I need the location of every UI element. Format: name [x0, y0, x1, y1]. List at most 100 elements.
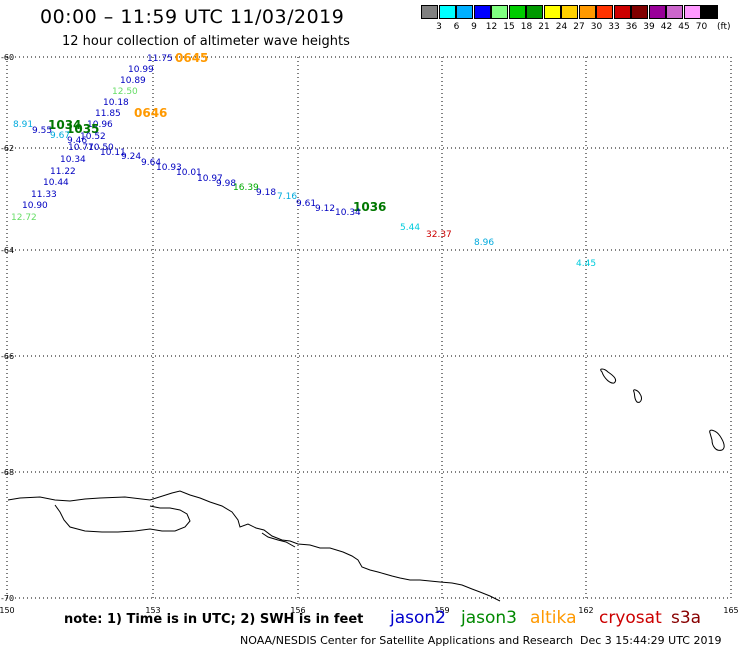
island-1: [600, 368, 617, 384]
legend-s3a: s3a: [671, 608, 702, 628]
wave-height-label: 9.64: [141, 158, 161, 168]
color-swatch: [526, 5, 543, 19]
wave-height-label: 12.50: [112, 87, 138, 97]
wave-height-label: 11.33: [31, 190, 57, 200]
wave-height-label: 16.39: [233, 183, 259, 193]
wave-height-label: 10.77: [68, 143, 94, 153]
color-swatch: [456, 5, 473, 19]
color-scale-label: 21: [538, 22, 550, 32]
longitude-label: 153: [145, 606, 160, 615]
latitude-label: -60: [1, 53, 14, 62]
color-scale-label: 30: [590, 22, 603, 32]
color-swatch: [491, 5, 508, 19]
color-swatch: [578, 5, 596, 19]
color-swatch: [508, 5, 526, 19]
color-scale-label: 45: [678, 22, 690, 32]
pass-time-label: 1036: [353, 200, 386, 214]
axis-labels: -60 -62 -64 -66 -68 -70 150 153 156 159 162 165: [0, 53, 739, 615]
color-swatch: [596, 5, 613, 19]
agency-credit: NOAA/NESDIS Center for Satellite Applica…: [240, 634, 574, 647]
wave-height-label: 9.67: [50, 131, 70, 141]
island-3: [709, 429, 725, 451]
color-swatch: [648, 5, 666, 19]
wave-height-label: 11.22: [50, 167, 76, 177]
wave-height-label: 7.16: [277, 192, 297, 202]
color-swatch: [421, 5, 438, 19]
wave-height-label: 8.96: [474, 238, 494, 248]
latitude-label: -62: [1, 144, 14, 153]
color-swatch: [666, 5, 683, 19]
longitude-label: 150: [0, 606, 15, 615]
color-swatch: [543, 5, 561, 19]
wave-height-label: 10.89: [120, 76, 146, 86]
color-scale-label: 9: [471, 22, 477, 32]
coastline: [7, 368, 725, 602]
wave-height-label: 10.18: [103, 98, 129, 108]
wave-height-label: 9.24: [121, 152, 141, 162]
longitude-label: 162: [578, 606, 593, 615]
antarctic-coastline: [7, 490, 501, 602]
latitude-label: -64: [1, 246, 14, 255]
wave-height-label: 11.75: [147, 54, 173, 64]
color-scale-label: 27: [573, 22, 585, 32]
wave-height-label: 9.55: [32, 126, 52, 136]
wave-height-label: 4.45: [576, 259, 596, 269]
color-swatch: [561, 5, 578, 19]
wave-height-label: 10.96: [87, 120, 113, 130]
color-scale-label: 12: [485, 22, 498, 32]
wave-height-label: 10.93: [156, 163, 182, 173]
wave-height-label: 9.46: [67, 136, 87, 146]
color-swatch: [631, 5, 648, 19]
color-scale-label: 15: [503, 22, 515, 32]
wave-height-label: 9.98: [216, 179, 236, 189]
wave-height-label: 10.11: [100, 148, 126, 158]
wave-height-label: 10.34: [60, 155, 86, 165]
ice-tongue: [54, 504, 191, 533]
latitude-label: -70: [1, 594, 14, 603]
generation-timestamp: Dec 3 15:44:29 UTC 2019: [580, 634, 722, 647]
pass-time-label: 1034: [48, 118, 81, 132]
wave-height-label: 10.50: [88, 143, 114, 153]
longitude-label: 156: [290, 606, 305, 615]
wave-height-label: 10.52: [80, 132, 106, 142]
pass-time-label: 0645: [175, 51, 208, 65]
color-scale-unit: (ft): [717, 22, 731, 32]
color-swatch: [683, 5, 701, 19]
legend-jason3: jason3: [461, 608, 517, 628]
longitude-label: 165: [723, 606, 738, 615]
color-scale-label: 70: [695, 22, 708, 32]
map-title: 00:00 – 11:59 UTC 11/03/2019: [40, 6, 345, 28]
color-scale-label: 39: [643, 22, 655, 32]
ice-inlet: [261, 532, 296, 548]
latitude-label: -66: [1, 352, 14, 361]
color-scale-label: 18: [520, 22, 533, 32]
latitude-label: -68: [1, 468, 14, 477]
pass-time-label: 1035: [66, 122, 99, 136]
legend-cryosat: cryosat: [599, 608, 662, 628]
color-swatch: [701, 5, 718, 19]
color-swatch: [438, 5, 456, 19]
wave-height-label: 10.34: [335, 208, 361, 218]
color-scale-label: 42: [660, 22, 673, 32]
legend-jason2: jason2: [390, 608, 446, 628]
wave-height-label: 9.12: [315, 204, 335, 214]
wave-height-label: 10.01: [176, 168, 202, 178]
color-scale-label: 36: [625, 22, 638, 32]
footnote: note: 1) Time is in UTC; 2) SWH is in fe…: [64, 612, 364, 627]
wave-height-label: 32.37: [426, 230, 452, 240]
island-2: [633, 389, 642, 403]
wave-height-label: 10.97: [197, 174, 223, 184]
color-scale-label: 3: [436, 22, 442, 32]
wave-height-label: 10.99: [128, 65, 154, 75]
wave-height-label: 8.91: [13, 120, 33, 130]
legend-altika: altika: [530, 608, 577, 628]
map-subtitle: 12 hour collection of altimeter wave hei…: [62, 34, 350, 49]
longitude-label: 159: [434, 606, 449, 615]
color-scale-label: 6: [453, 22, 460, 32]
wave-height-label: 9.18: [256, 188, 276, 198]
color-scale-label: 24: [555, 22, 568, 32]
color-swatch: [613, 5, 631, 19]
color-scale-label: 33: [608, 22, 620, 32]
